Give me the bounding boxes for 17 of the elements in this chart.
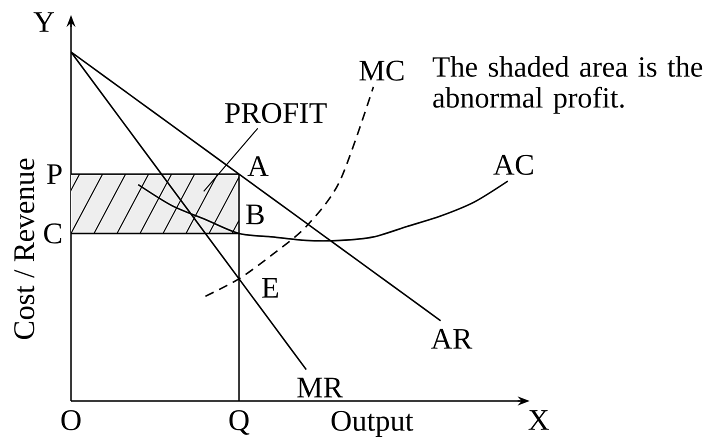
ref-line-label: P xyxy=(47,164,62,184)
series-label: MC xyxy=(359,60,404,81)
x-tick-label: Q xyxy=(229,410,250,435)
y-axis-title: Cost / Revenue xyxy=(14,158,34,339)
text: X xyxy=(528,410,549,430)
annotation: A xyxy=(248,156,269,176)
annotation: B xyxy=(246,204,264,224)
annotation: PROFIT xyxy=(225,103,327,124)
x-axis-title: Output xyxy=(332,410,414,437)
series-label: AR xyxy=(431,328,472,349)
text: Y xyxy=(34,12,54,32)
x-tick-label: O xyxy=(61,410,81,430)
ref-line-label: C xyxy=(44,223,62,244)
annotation: The shaded area is the abnormal profit. xyxy=(432,56,702,114)
series-label: AC xyxy=(493,154,533,175)
series-label: MR xyxy=(297,378,343,398)
annotation: E xyxy=(262,278,278,298)
